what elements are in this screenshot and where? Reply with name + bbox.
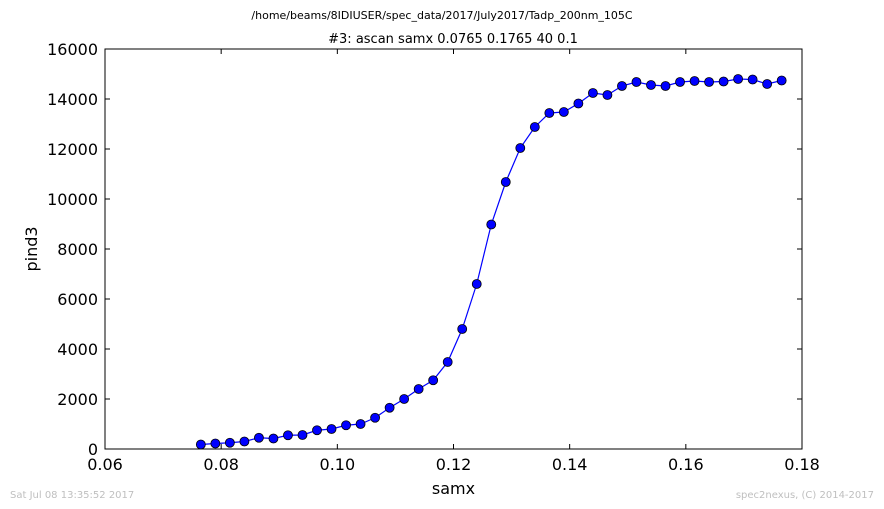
y-tick-label: 16000	[47, 40, 98, 59]
data-point	[355, 419, 366, 429]
data-point	[413, 384, 424, 394]
series-line	[200, 78, 782, 446]
figure-suptitle: /home/beams/8IDIUSER/spec_data/2017/July…	[251, 9, 633, 22]
x-tick-label: 0.10	[320, 455, 356, 474]
data-point	[297, 430, 308, 440]
data-point	[631, 77, 642, 87]
data-point	[341, 420, 351, 431]
data-point	[602, 90, 613, 100]
data-point	[210, 438, 221, 449]
data-point	[442, 357, 453, 367]
y-tick-label: 0	[88, 440, 98, 459]
data-point	[326, 424, 337, 434]
data-point	[733, 74, 744, 84]
data-point	[428, 375, 439, 386]
y-tick-label: 12000	[47, 140, 98, 159]
y-tick-label: 2000	[57, 390, 98, 409]
y-tick-label: 4000	[57, 340, 98, 359]
footer-timestamp: Sat Jul 08 13:35:52 2017	[10, 490, 135, 501]
data-point	[399, 394, 410, 404]
data-point	[457, 324, 468, 334]
plot-area-frame	[104, 48, 803, 450]
footer-credit: spec2nexus, (C) 2014-2017	[735, 490, 874, 501]
x-tick-label: 0.18	[784, 455, 820, 474]
data-point	[573, 98, 584, 109]
x-tick-label: 0.16	[668, 455, 704, 474]
data-point	[675, 77, 685, 87]
data-point	[617, 81, 627, 91]
data-point	[529, 122, 540, 132]
y-tick-label: 8000	[57, 240, 98, 259]
data-point	[747, 74, 758, 85]
y-tick-label: 6000	[57, 290, 98, 309]
x-tick-label: 0.12	[436, 455, 472, 474]
data-point	[268, 433, 279, 444]
data-point	[515, 143, 526, 153]
y-axis-label: pind3	[22, 226, 41, 271]
data-point	[239, 436, 250, 447]
data-point	[704, 77, 714, 87]
data-point	[312, 425, 322, 436]
chart-title: #3: ascan samx 0.0765 0.1765 40 0.1	[328, 32, 578, 47]
x-tick-label: 0.06	[87, 455, 123, 474]
data-point	[660, 81, 671, 91]
data-point	[544, 108, 555, 118]
data-point	[195, 439, 206, 450]
data-point	[689, 76, 700, 86]
x-tick-label: 0.08	[203, 455, 239, 474]
data-point	[283, 430, 293, 441]
data-point	[486, 219, 497, 230]
data-point	[254, 432, 264, 443]
data-point	[224, 437, 235, 448]
data-point	[384, 402, 395, 413]
y-tick-label: 10000	[47, 190, 98, 209]
data-point	[588, 88, 598, 98]
data-point	[762, 79, 773, 89]
data-point	[471, 279, 482, 289]
data-point	[718, 76, 729, 87]
data-point	[370, 412, 380, 423]
x-axis-label: samx	[432, 479, 475, 498]
data-point	[646, 80, 656, 90]
data-point	[776, 75, 787, 86]
x-tick-label: 0.14	[552, 455, 588, 474]
y-tick-label: 14000	[47, 90, 98, 109]
data-point	[558, 107, 569, 117]
data-point	[500, 177, 511, 187]
